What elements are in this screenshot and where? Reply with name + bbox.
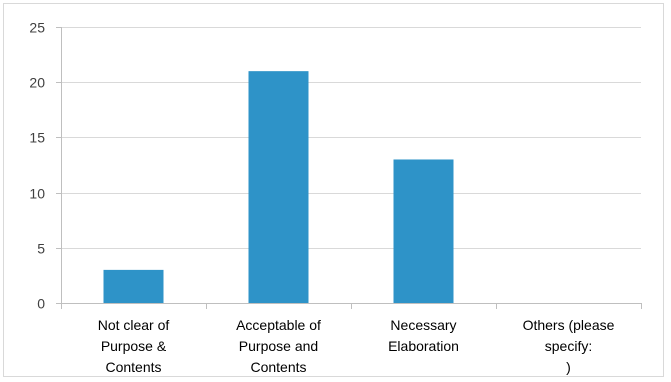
y-tick-label: 5 [37, 241, 45, 257]
y-tick-label: 0 [37, 296, 45, 312]
y-tick-label: 25 [29, 20, 45, 36]
y-tick-label: 20 [29, 75, 45, 91]
bar [248, 71, 309, 303]
bar [103, 269, 164, 303]
category-label: Necessary Elaboration [388, 317, 459, 354]
category-label: Others (please specify:) [523, 317, 615, 375]
y-tick-label: 10 [29, 186, 45, 202]
bar [393, 159, 454, 303]
chart-frame [3, 3, 664, 377]
category-label: Acceptable of Purpose and Contents [236, 317, 321, 375]
y-tick-label: 15 [29, 130, 45, 146]
category-label: Not clear of Purpose & Contents [98, 317, 170, 375]
